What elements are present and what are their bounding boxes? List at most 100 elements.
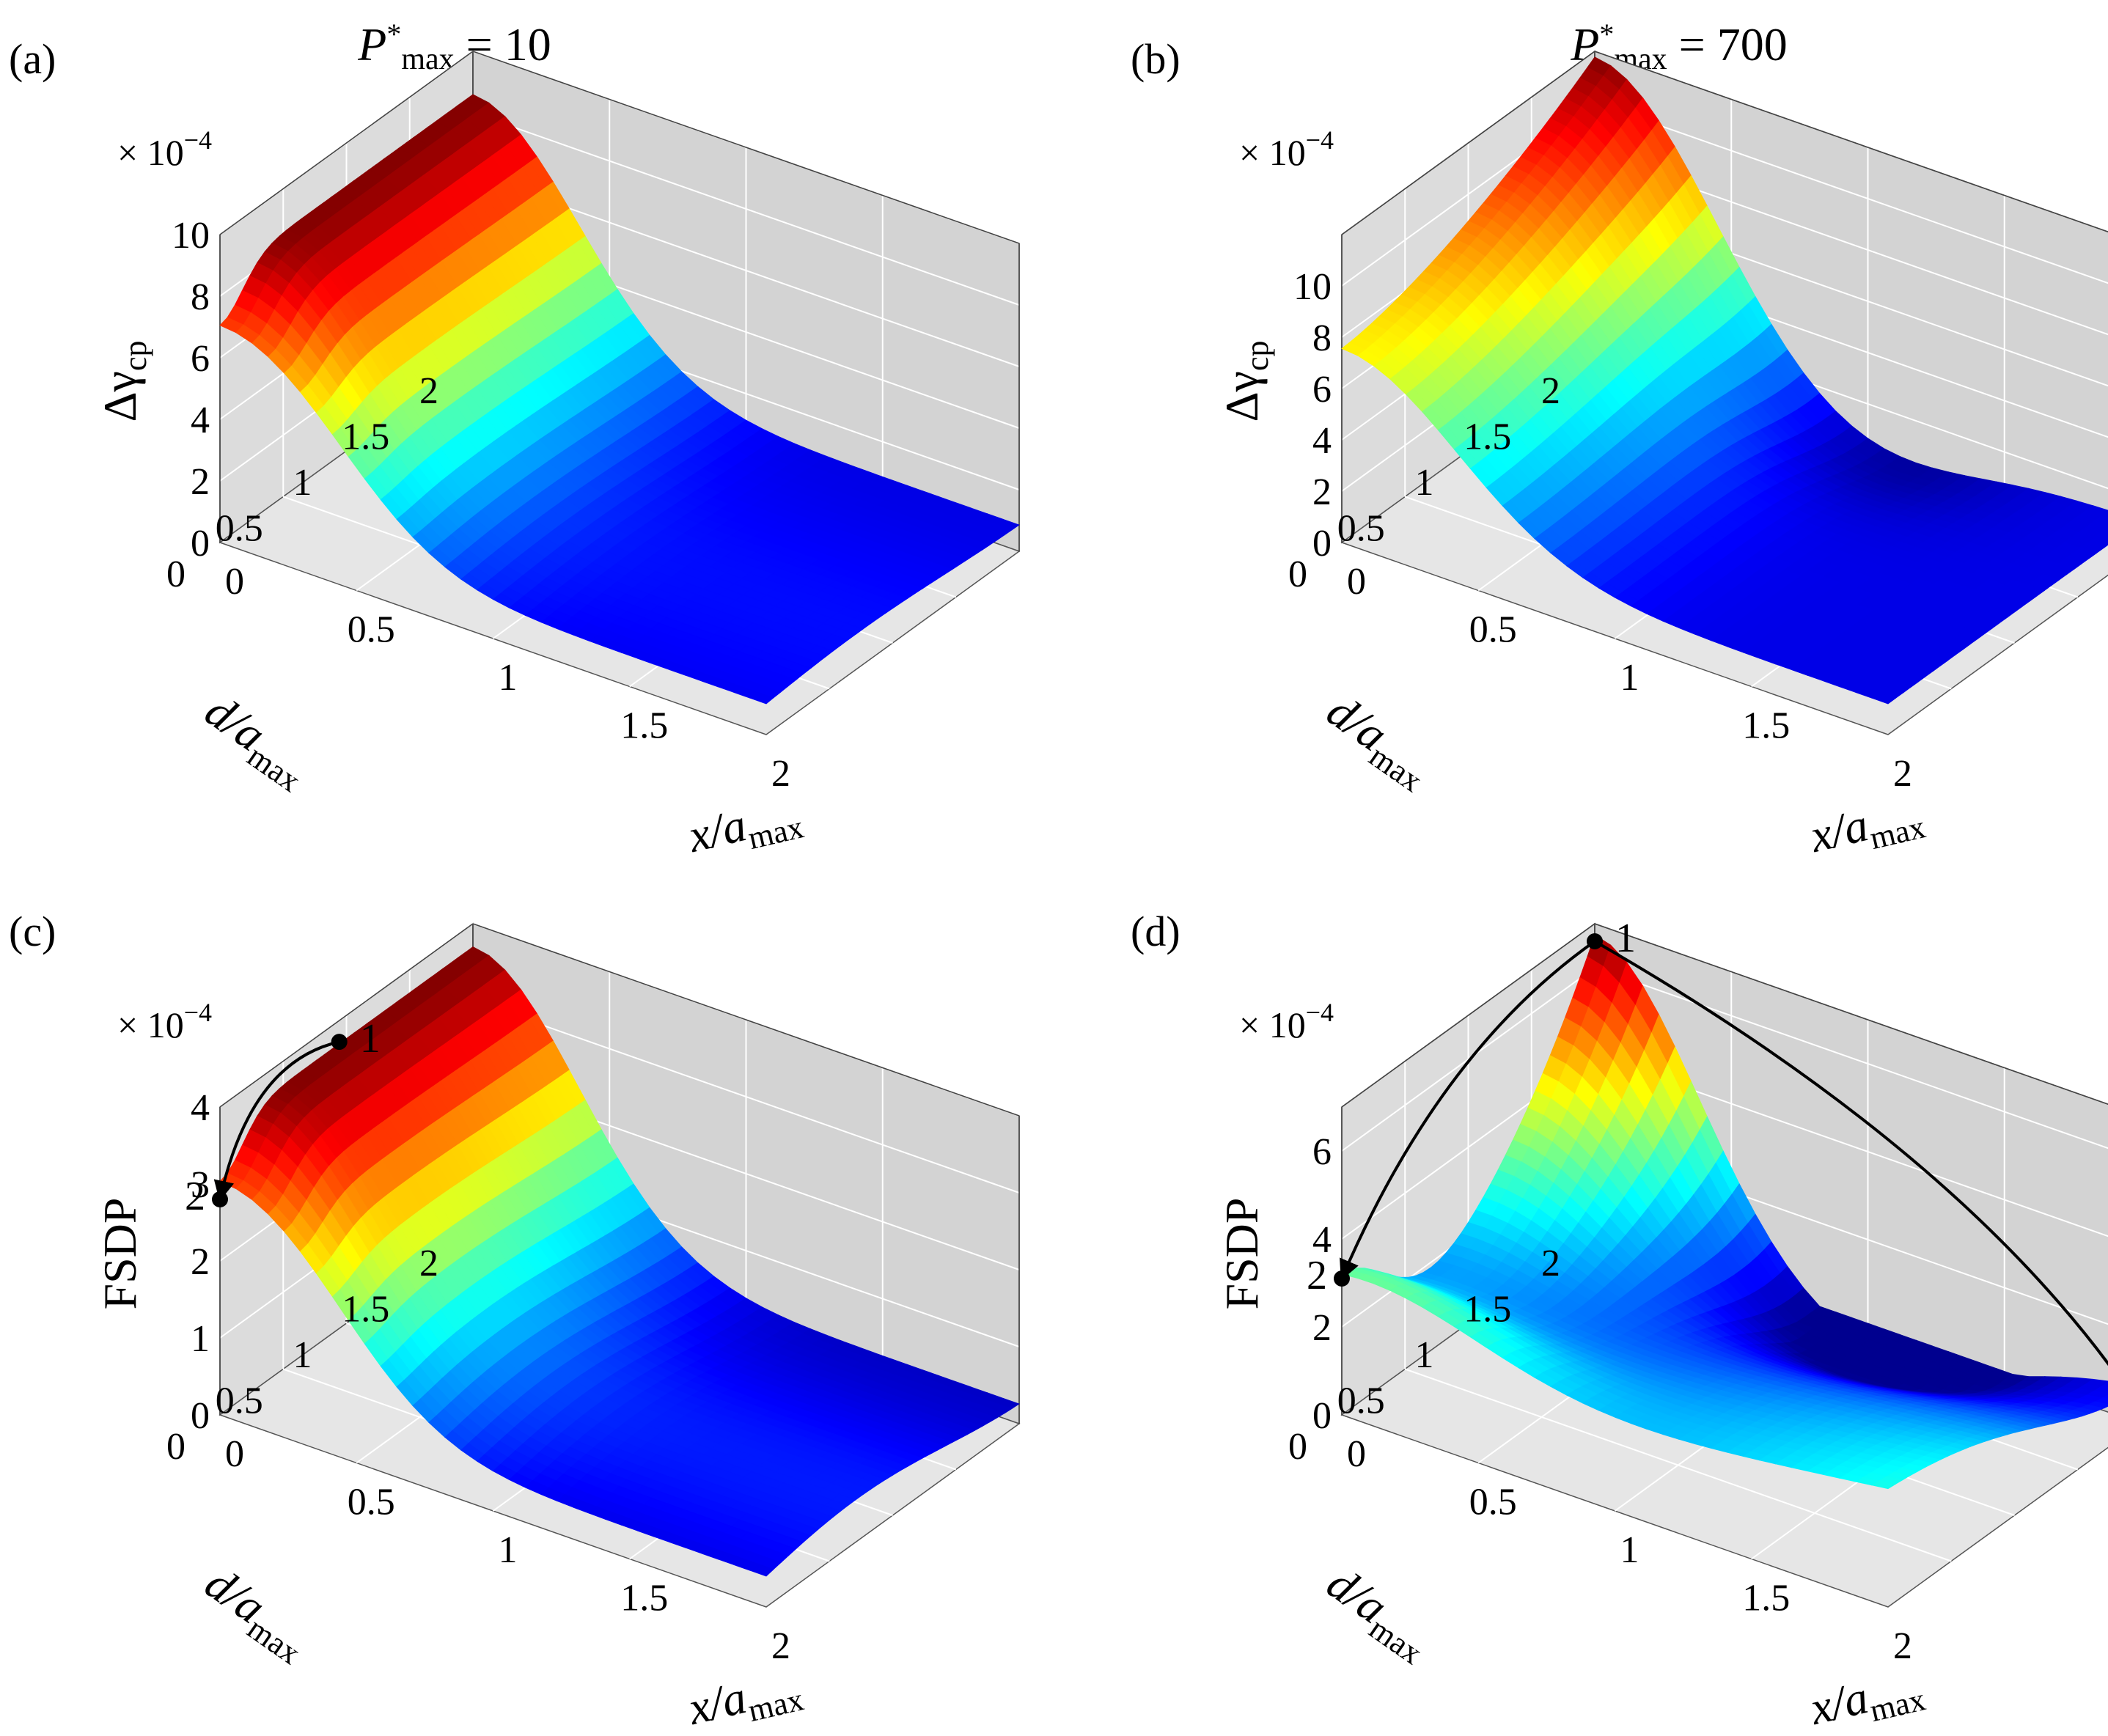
- z-tick-label: 6: [191, 338, 210, 380]
- marker-2: [1334, 1270, 1350, 1287]
- x-axis-label: x/amax: [683, 1658, 807, 1736]
- box-edge: [1594, 51, 2108, 233]
- y-tick-label: 0.5: [216, 1380, 263, 1422]
- z-tick-label: 2: [191, 461, 210, 503]
- y-tick-label: 0.5: [1337, 1380, 1385, 1422]
- x-tick-label: 1.5: [1742, 1578, 1790, 1619]
- y-tick-label: 0: [166, 1426, 186, 1468]
- z-tick-label: 0: [191, 523, 210, 564]
- x-tick-label: 1.5: [1742, 705, 1790, 747]
- z-exponent: × 10−4: [117, 125, 212, 173]
- z-tick-label: 0: [1312, 1395, 1332, 1437]
- marker-label-1: 1: [360, 1016, 381, 1062]
- y-tick-label: 1: [1415, 1334, 1434, 1376]
- z-tick-label: 10: [1293, 266, 1332, 308]
- marker-1: [1587, 933, 1603, 949]
- x-tick-label: 2: [771, 1625, 790, 1667]
- z-axis-label: Δγcp: [1216, 341, 1275, 422]
- x-tick-label: 0: [225, 561, 244, 603]
- z-tick-label: 2: [1312, 471, 1332, 513]
- z-exponent: × 10−4: [1239, 998, 1334, 1045]
- y-axis-label: d/amax: [192, 1556, 321, 1671]
- z-axis-label: FSDP: [1216, 1198, 1268, 1310]
- z-axis-label: FSDP: [94, 1198, 146, 1310]
- y-tick-label: 2: [1541, 1243, 1560, 1284]
- y-tick-label: 1.5: [342, 416, 389, 458]
- x-tick-label: 0.5: [1469, 1482, 1517, 1523]
- z-exponent: × 10−4: [117, 998, 212, 1045]
- z-tick-label: 6: [1312, 369, 1332, 411]
- x-axis-label: x/amax: [683, 786, 807, 869]
- x-axis-label: x/amax: [1804, 1658, 1928, 1736]
- x-tick-label: 1.5: [620, 1578, 668, 1619]
- y-tick-label: 2: [1541, 370, 1560, 412]
- z-tick-label: 1: [191, 1318, 210, 1360]
- z-tick-label: 6: [1312, 1131, 1332, 1173]
- x-tick-label: 1: [1620, 657, 1639, 699]
- z-tick-label: 8: [1312, 317, 1332, 359]
- marker-2: [212, 1191, 228, 1207]
- z-tick-label: 3: [191, 1164, 210, 1206]
- x-tick-label: 1: [499, 657, 518, 699]
- y-tick-label: 0: [1288, 553, 1307, 595]
- y-tick-label: 2: [419, 370, 438, 412]
- x-axis-label: x/amax: [1804, 786, 1928, 869]
- y-tick-label: 1.5: [1464, 416, 1511, 458]
- y-tick-label: 0: [166, 553, 186, 595]
- z-tick-label: 0: [191, 1395, 210, 1437]
- x-tick-label: 0: [1347, 561, 1366, 603]
- panel-label: (d): [1131, 908, 1180, 955]
- header-right: P*max = 700: [1570, 18, 1788, 76]
- x-tick-label: 1: [1620, 1529, 1639, 1571]
- y-tick-label: 1: [1415, 462, 1434, 504]
- box-edge: [1341, 51, 1595, 235]
- x-tick-label: 2: [771, 753, 790, 795]
- x-tick-label: 0.5: [348, 609, 395, 651]
- z-tick-label: 0: [1312, 523, 1332, 564]
- y-axis-label: d/amax: [1314, 1556, 1443, 1671]
- x-tick-label: 0.5: [1469, 609, 1517, 651]
- surface: [1341, 56, 2108, 705]
- x-tick-label: 0: [225, 1433, 244, 1475]
- surface-patch: [749, 691, 774, 705]
- z-tick-label: 8: [191, 276, 210, 318]
- y-tick-label: 0: [1288, 1426, 1307, 1468]
- panel-label: (b): [1131, 35, 1180, 83]
- x-tick-label: 0: [1347, 1433, 1366, 1475]
- box-edge: [219, 51, 474, 235]
- surface: [219, 94, 1020, 705]
- z-tick-label: 10: [172, 215, 210, 257]
- y-tick-label: 1: [293, 1334, 312, 1376]
- z-exponent: × 10−4: [1239, 125, 1334, 173]
- z-tick-label: 4: [191, 1087, 210, 1129]
- z-tick-label: 4: [191, 400, 210, 441]
- x-tick-label: 1: [499, 1529, 518, 1571]
- y-tick-label: 1.5: [1464, 1289, 1511, 1331]
- z-tick-label: 4: [1312, 1219, 1332, 1261]
- x-tick-label: 2: [1893, 1625, 1912, 1667]
- z-axis-label: Δγcp: [94, 341, 153, 422]
- x-tick-label: 1.5: [620, 705, 668, 747]
- y-tick-label: 0.5: [216, 508, 263, 550]
- z-tick-label: 2: [1312, 1307, 1332, 1349]
- box-edge: [472, 51, 1020, 244]
- panel-label: (c): [9, 908, 56, 955]
- marker-label-1: 1: [1615, 916, 1636, 961]
- panel-label: (a): [9, 35, 56, 83]
- x-tick-label: 2: [1893, 753, 1912, 795]
- y-tick-label: 0.5: [1337, 508, 1385, 550]
- y-tick-label: 1: [293, 462, 312, 504]
- y-axis-label: d/amax: [192, 684, 321, 799]
- z-tick-label: 2: [191, 1241, 210, 1283]
- x-tick-label: 0.5: [348, 1482, 395, 1523]
- y-tick-label: 1.5: [342, 1289, 389, 1331]
- z-tick-label: 4: [1312, 420, 1332, 462]
- y-tick-label: 2: [419, 1243, 438, 1284]
